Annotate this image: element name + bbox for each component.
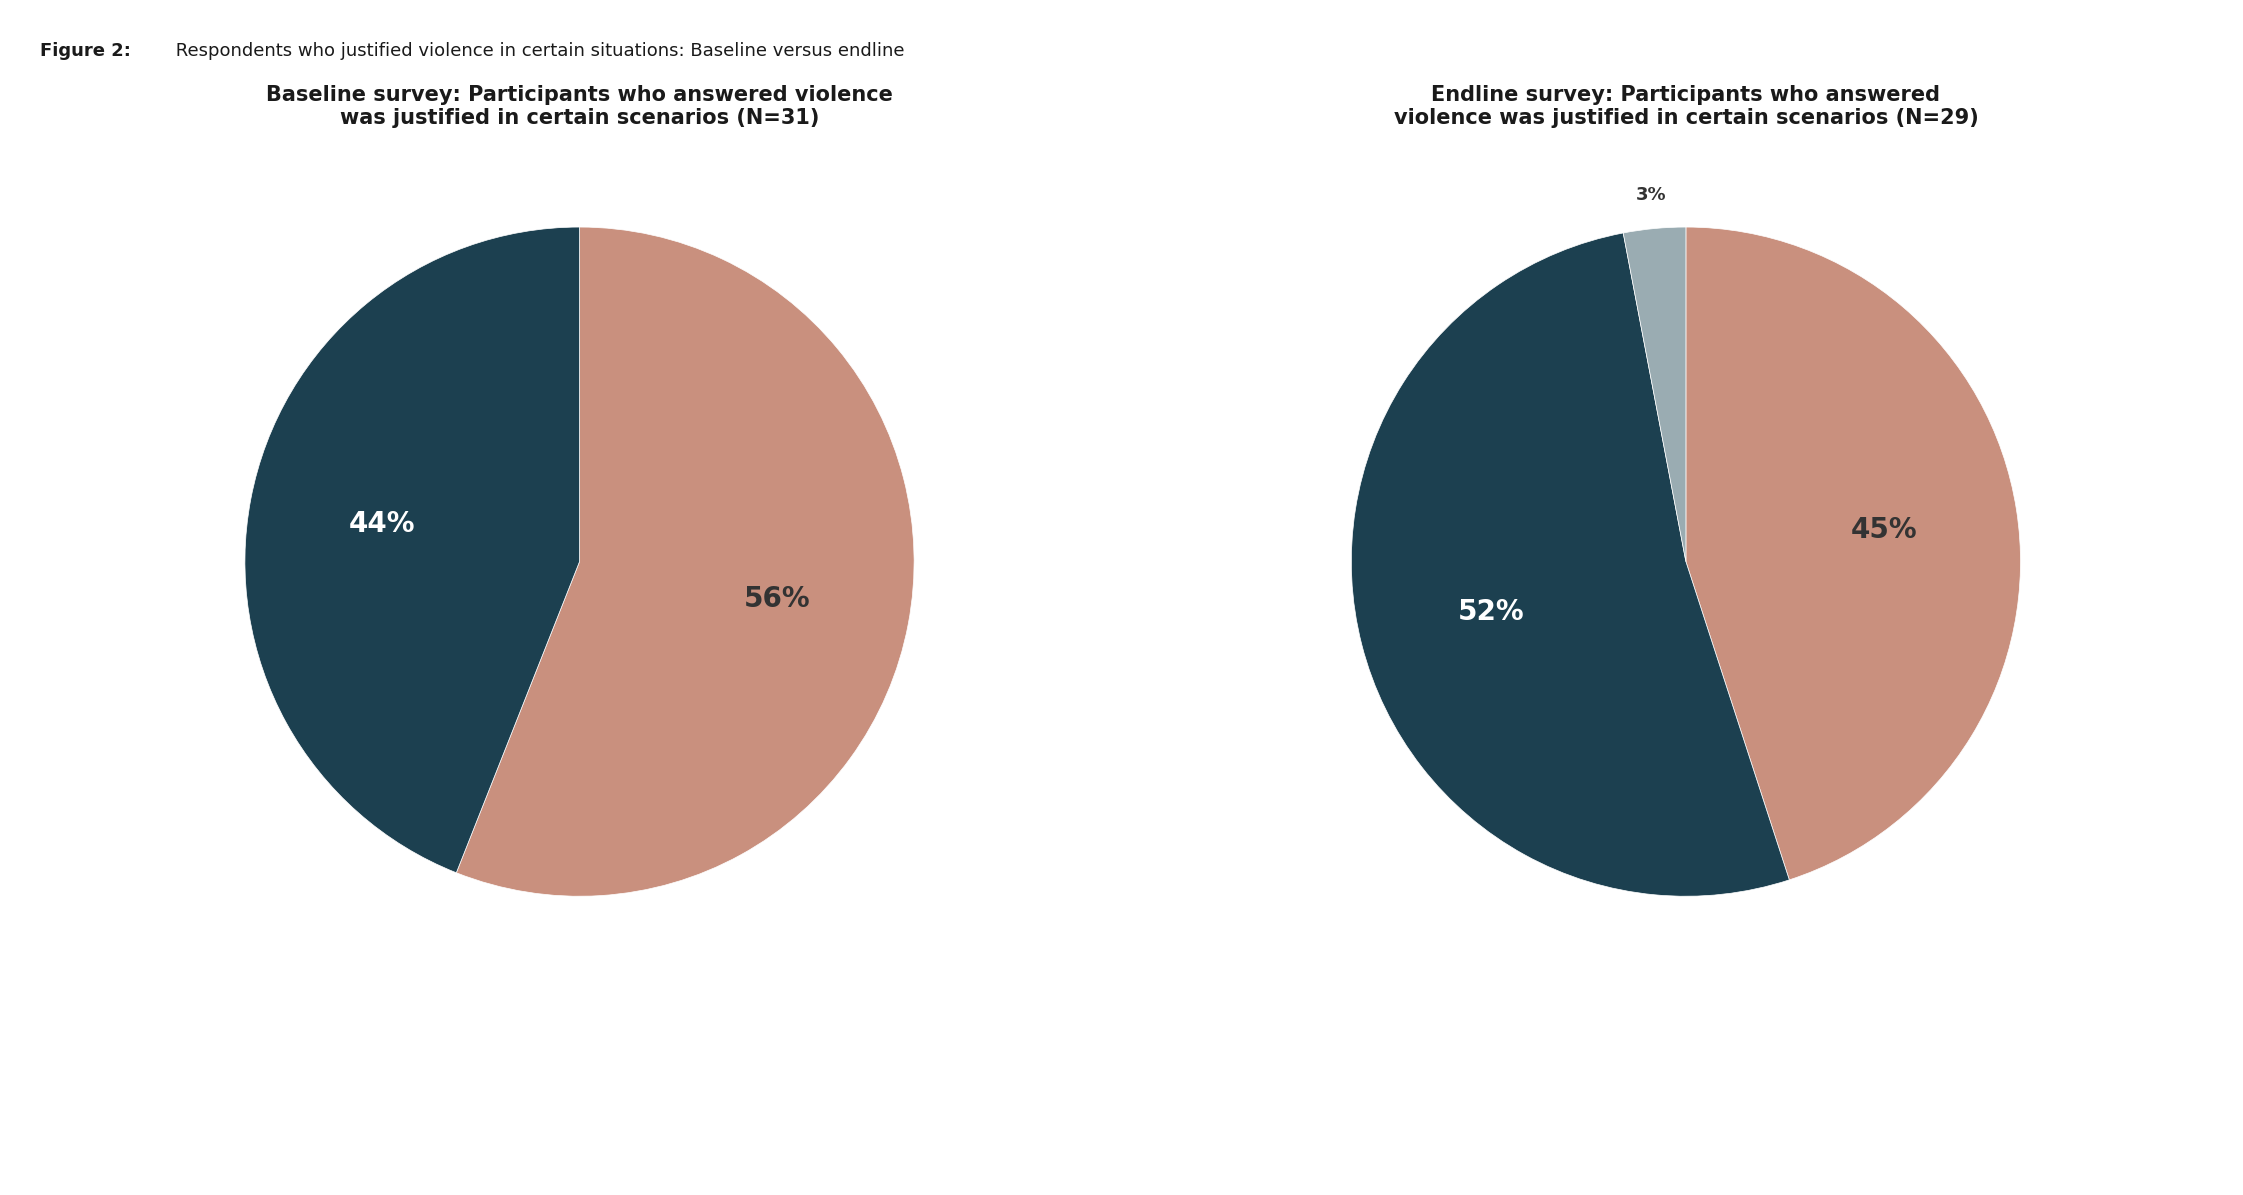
Wedge shape [244, 227, 579, 872]
Wedge shape [455, 227, 915, 896]
Text: 56%: 56% [742, 586, 810, 613]
Text: Figure 2:: Figure 2: [40, 42, 132, 60]
Text: 3%: 3% [1635, 186, 1667, 204]
Wedge shape [1624, 227, 1687, 562]
Text: 45%: 45% [1850, 516, 1918, 544]
Wedge shape [1350, 233, 1790, 896]
Title: Endline survey: Participants who answered
violence was justified in certain scen: Endline survey: Participants who answere… [1393, 85, 1978, 128]
Wedge shape [1687, 227, 2021, 880]
Text: 44%: 44% [350, 510, 415, 538]
Title: Baseline survey: Participants who answered violence
was justified in certain sce: Baseline survey: Participants who answer… [267, 85, 893, 128]
Text: 52%: 52% [1458, 598, 1525, 625]
Text: Respondents who justified violence in certain situations: Baseline versus endlin: Respondents who justified violence in ce… [170, 42, 904, 60]
